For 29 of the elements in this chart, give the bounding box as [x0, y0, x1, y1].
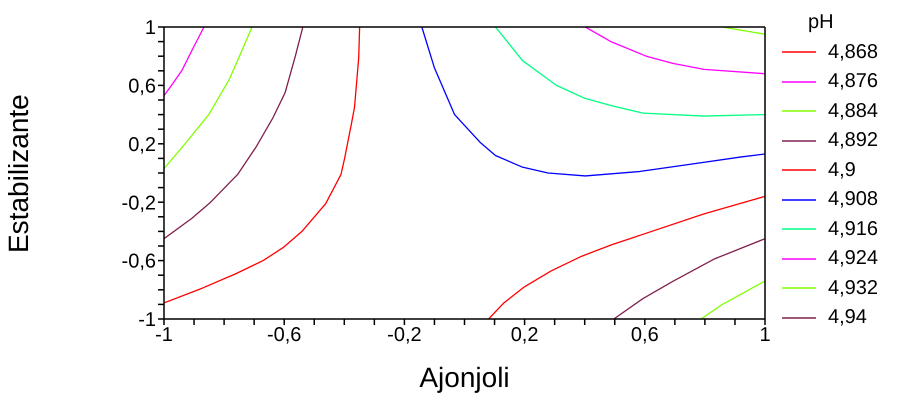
legend-label: 4,868: [828, 40, 878, 64]
legend-label: 4,884: [828, 98, 878, 124]
line-series: [494, 27, 765, 117]
y-axis-title: Estabilizante: [2, 94, 34, 253]
line-series: [164, 27, 205, 96]
x-axis-title: Ajonjoli: [419, 362, 510, 393]
x-tick-label: -0,2: [387, 324, 422, 346]
legend-label: 4,932: [828, 276, 878, 300]
line-series: [584, 27, 765, 74]
y-tick-label: 0,2: [128, 134, 156, 156]
legend-label: 4,892: [828, 128, 878, 153]
y-tick-label: -0,6: [122, 250, 156, 273]
y-tick-label: 1: [144, 17, 156, 40]
x-tick-label: 0,2: [510, 324, 539, 346]
y-tick-label: -1: [138, 309, 156, 332]
x-tick-label: -1: [155, 324, 173, 346]
legend-label: 4,916: [828, 216, 878, 242]
legend-label: 4,908: [828, 187, 878, 212]
legend-label: 4,9: [828, 158, 856, 182]
legend-label: 4,94: [828, 305, 867, 330]
line-series: [421, 27, 765, 177]
x-tick-label: 0,6: [630, 324, 659, 346]
legend-label: 4,876: [828, 69, 878, 94]
x-tick-label: -0,6: [266, 324, 302, 346]
y-tick-label: 0,6: [128, 76, 156, 98]
x-tick-label: 1: [759, 324, 771, 346]
y-tick-label: -0,2: [122, 192, 156, 214]
legend-label: 4,924: [828, 246, 878, 271]
legend-title: pH: [807, 10, 835, 35]
